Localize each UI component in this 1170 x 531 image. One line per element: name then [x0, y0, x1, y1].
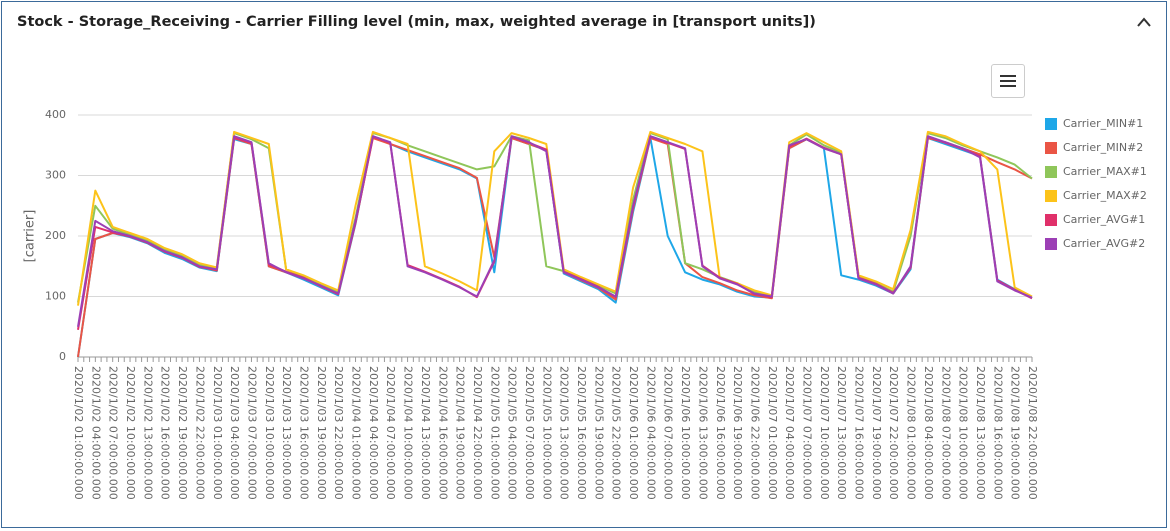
menu-icon [1000, 75, 1016, 87]
x-tick-label: 2020/1/02 13:00:00.000 [141, 366, 154, 500]
legend-label: Carrier_AVG#1 [1063, 213, 1145, 226]
collapse-button[interactable] [1136, 16, 1152, 28]
x-tick-label: 2020/1/04 22:00:00.000 [471, 366, 484, 500]
x-tick-label: 2020/1/08 13:00:00.000 [974, 366, 987, 500]
x-tick-label: 2020/1/07 22:00:00.000 [887, 366, 900, 500]
x-tick-label: 2020/1/03 22:00:00.000 [332, 366, 345, 500]
x-tick-label: 2020/1/08 04:00:00.000 [922, 366, 935, 500]
x-tick-label: 2020/1/04 16:00:00.000 [436, 366, 449, 500]
x-tick-label: 2020/1/06 16:00:00.000 [714, 366, 727, 500]
x-tick-label: 2020/1/07 19:00:00.000 [870, 366, 883, 500]
x-tick-label: 2020/1/03 07:00:00.000 [245, 366, 258, 500]
x-tick-label: 2020/1/04 01:00:00.000 [350, 366, 363, 500]
x-tick-label: 2020/1/08 10:00:00.000 [957, 366, 970, 500]
x-tick-label: 2020/1/05 01:00:00.000 [488, 366, 501, 500]
x-tick-label: 2020/1/06 19:00:00.000 [731, 366, 744, 500]
legend-swatch [1045, 142, 1057, 154]
y-tick-label: 0 [59, 350, 66, 363]
x-tick-label: 2020/1/03 16:00:00.000 [297, 366, 310, 500]
x-tick-label: 2020/1/02 10:00:00.000 [124, 366, 137, 500]
series-line [77, 135, 1033, 327]
y-tick-label: 100 [45, 290, 66, 303]
x-tick-label: 2020/1/04 04:00:00.000 [367, 366, 380, 500]
y-tick-label: 200 [45, 229, 66, 242]
x-tick-label: 2020/1/03 04:00:00.000 [228, 366, 241, 500]
x-tick-label: 2020/1/08 22:00:00.000 [1026, 366, 1039, 500]
x-tick-label: 2020/1/06 10:00:00.000 [679, 366, 692, 500]
x-tick-label: 2020/1/04 19:00:00.000 [454, 366, 467, 500]
x-tick-label: 2020/1/06 01:00:00.000 [627, 366, 640, 500]
x-tick-label: 2020/1/02 04:00:00.000 [89, 366, 102, 500]
x-tick-label: 2020/1/06 07:00:00.000 [662, 366, 675, 500]
legend-swatch [1045, 214, 1057, 226]
x-tick-label: 2020/1/08 07:00:00.000 [939, 366, 952, 500]
legend-label: Carrier_MAX#2 [1063, 189, 1147, 202]
x-tick-label: 2020/1/07 10:00:00.000 [818, 366, 831, 500]
legend-swatch [1045, 190, 1057, 202]
legend-swatch [1045, 118, 1057, 130]
x-tick-label: 2020/1/07 16:00:00.000 [853, 366, 866, 500]
x-tick-label: 2020/1/02 07:00:00.000 [107, 366, 120, 500]
x-tick-label: 2020/1/02 19:00:00.000 [176, 366, 189, 500]
x-tick-label: 2020/1/02 01:00:00.000 [72, 366, 85, 500]
legend-swatch [1045, 166, 1057, 178]
series-line [77, 137, 1033, 358]
legend-label: Carrier_MIN#2 [1063, 141, 1143, 154]
x-tick-label: 2020/1/07 13:00:00.000 [835, 366, 848, 500]
x-tick-label: 2020/1/05 13:00:00.000 [558, 366, 571, 500]
x-tick-label: 2020/1/03 10:00:00.000 [263, 366, 276, 500]
x-tick-label: 2020/1/04 13:00:00.000 [419, 366, 432, 500]
x-tick-label: 2020/1/07 04:00:00.000 [783, 366, 796, 500]
x-tick-label: 2020/1/07 07:00:00.000 [801, 366, 814, 500]
x-tick-label: 2020/1/02 22:00:00.000 [193, 366, 206, 500]
x-tick-label: 2020/1/05 10:00:00.000 [540, 366, 553, 500]
x-tick-label: 2020/1/05 19:00:00.000 [592, 366, 605, 500]
legend-swatch [1045, 238, 1057, 250]
x-tick-label: 2020/1/05 16:00:00.000 [575, 366, 588, 500]
x-tick-label: 2020/1/03 13:00:00.000 [280, 366, 293, 500]
x-tick-label: 2020/1/04 07:00:00.000 [384, 366, 397, 500]
x-tick-label: 2020/1/08 16:00:00.000 [991, 366, 1004, 500]
y-tick-label: 400 [45, 108, 66, 121]
x-tick-label: 2020/1/05 22:00:00.000 [610, 366, 623, 500]
x-tick-label: 2020/1/04 10:00:00.000 [402, 366, 415, 500]
x-tick-label: 2020/1/03 01:00:00.000 [211, 366, 224, 500]
chart-menu-button[interactable] [991, 64, 1025, 98]
series-line [77, 135, 1033, 358]
legend-label: Carrier_MIN#1 [1063, 117, 1143, 130]
x-tick-label: 2020/1/06 22:00:00.000 [748, 366, 761, 500]
x-tick-label: 2020/1/07 01:00:00.000 [766, 366, 779, 500]
x-tick-label: 2020/1/06 04:00:00.000 [644, 366, 657, 500]
y-tick-label: 300 [45, 169, 66, 182]
x-tick-label: 2020/1/02 16:00:00.000 [159, 366, 172, 500]
x-tick-label: 2020/1/08 01:00:00.000 [905, 366, 918, 500]
x-tick-label: 2020/1/06 13:00:00.000 [696, 366, 709, 500]
y-axis-label: [carrier] [23, 210, 38, 263]
legend-label: Carrier_AVG#2 [1063, 237, 1145, 250]
x-tick-label: 2020/1/03 19:00:00.000 [315, 366, 328, 500]
x-tick-label: 2020/1/05 07:00:00.000 [523, 366, 536, 500]
panel-title: Stock - Storage_Receiving - Carrier Fill… [17, 14, 816, 30]
legend-label: Carrier_MAX#1 [1063, 165, 1147, 178]
x-tick-label: 2020/1/05 04:00:00.000 [506, 366, 519, 500]
x-tick-label: 2020/1/08 19:00:00.000 [1009, 366, 1022, 500]
